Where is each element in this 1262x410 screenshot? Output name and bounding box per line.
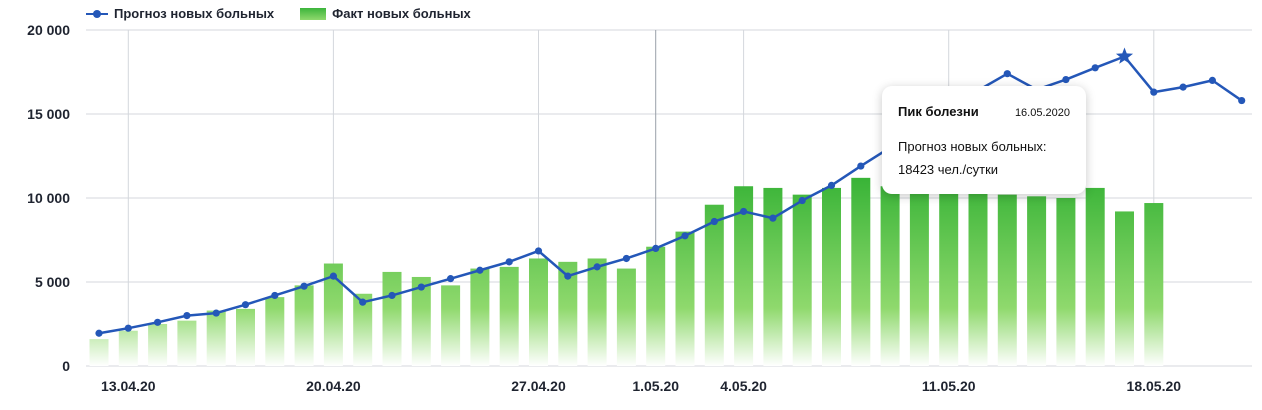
fact-bar	[616, 268, 636, 366]
fact-bar	[704, 204, 724, 366]
fact-bar	[997, 194, 1017, 366]
y-tick-label: 10 000	[27, 190, 70, 206]
forecast-point	[564, 272, 572, 280]
forecast-point	[95, 329, 103, 337]
fact-bar	[148, 324, 168, 366]
forecast-point	[300, 282, 308, 290]
fact-bar	[675, 231, 695, 366]
forecast-point	[447, 275, 455, 283]
forecast-point	[476, 266, 484, 274]
forecast-point	[505, 258, 513, 266]
fact-bar	[968, 192, 988, 366]
forecast-point	[329, 272, 337, 280]
fact-bar	[851, 177, 871, 366]
x-tick-label: 27.04.20	[511, 378, 566, 394]
tooltip-date: 16.05.2020	[1014, 107, 1070, 119]
forecast-point	[740, 207, 748, 216]
y-tick-label: 5 000	[35, 274, 70, 290]
y-tick-label: 15 000	[27, 106, 70, 122]
forecast-line	[98, 55, 1243, 335]
y-tick-label: 20 000	[27, 22, 70, 38]
forecast-point	[1238, 96, 1246, 105]
x-tick-label: 11.05.20	[922, 378, 976, 394]
fact-bar	[1144, 203, 1164, 366]
fact-bar	[382, 271, 402, 366]
peak-star-marker	[1115, 47, 1134, 64]
forecast-point	[271, 291, 279, 300]
forecast-point	[1150, 88, 1158, 96]
fact-bar	[353, 293, 373, 366]
forecast-point	[798, 196, 806, 205]
forecast-point	[1062, 75, 1070, 84]
fact-bar	[939, 191, 959, 366]
x-tick-label: 13.04.20	[101, 378, 156, 394]
forecast-point	[388, 291, 396, 300]
legend-fact-label: Факт новых больных	[332, 6, 471, 21]
legend-item-fact[interactable]: Факт новых больных	[300, 6, 471, 21]
legend-item-forecast[interactable]: Прогноз новых больных	[86, 6, 274, 21]
x-tick-label: 20.04.20	[306, 378, 361, 394]
forecast-line-swatch	[86, 9, 108, 18]
forecast-point	[1179, 83, 1187, 91]
fact-bar	[1056, 198, 1076, 366]
fact-bar	[880, 186, 900, 366]
fact-bar	[1115, 211, 1134, 366]
peak-tooltip: Пик болезни 16.05.2020 Прогноз новых бол…	[882, 86, 1086, 194]
fact-bar	[558, 261, 578, 366]
tooltip-label: Прогноз новых больных:	[898, 139, 1047, 154]
fact-bar	[499, 266, 519, 366]
forecast-point	[827, 181, 836, 189]
forecast-point	[857, 162, 865, 170]
fact-bar	[763, 187, 783, 366]
forecast-point	[359, 298, 367, 306]
forecast-point	[652, 244, 660, 252]
fact-bar	[587, 258, 607, 366]
fact-bar	[294, 285, 314, 366]
forecast-point	[534, 247, 543, 255]
forecast-point	[593, 263, 601, 271]
fact-bar	[118, 330, 138, 366]
x-tick-label: 1.05.20	[632, 378, 679, 394]
fact-bar	[734, 186, 754, 366]
fact-bar	[470, 268, 490, 366]
fact-bar	[411, 276, 431, 366]
forecast-point	[1208, 76, 1216, 84]
y-tick-label: 0	[62, 358, 70, 374]
forecast-point	[710, 217, 718, 226]
fact-bar	[89, 339, 109, 366]
tooltip-title: Пик болезни	[898, 104, 979, 119]
forecast-point	[622, 254, 631, 263]
fact-bar-swatch	[300, 7, 327, 20]
fact-bar	[529, 258, 548, 366]
forecast-point	[1003, 70, 1011, 78]
fact-bar	[265, 297, 285, 366]
fact-bar	[1027, 196, 1047, 366]
fact-bar	[909, 189, 929, 366]
legend: Прогноз новых больных Факт новых больных	[86, 6, 471, 21]
fact-bar	[206, 310, 226, 366]
legend-forecast-label: Прогноз новых больных	[114, 6, 275, 21]
forecast-point	[241, 301, 250, 309]
x-tick-label: 18.05.20	[1127, 378, 1182, 394]
fact-bar	[1085, 187, 1105, 366]
fact-bar	[323, 263, 343, 366]
fact-bar	[236, 308, 255, 366]
tooltip-value: 18423 чел./сутки	[898, 162, 999, 177]
fact-bar	[646, 246, 666, 366]
forecast-point	[154, 318, 162, 326]
forecast-point	[183, 312, 191, 320]
fact-bar	[441, 285, 461, 366]
forecast-point	[1091, 64, 1099, 72]
x-tick-label: 4.05.20	[720, 378, 767, 394]
forecast-point	[769, 214, 777, 222]
forecast-point	[124, 324, 132, 332]
forecast-point	[681, 232, 689, 240]
forecast-point	[417, 283, 425, 291]
fact-bar	[177, 320, 197, 366]
fact-bar	[792, 194, 812, 366]
fact-bar	[822, 187, 841, 366]
forecast-point	[212, 309, 220, 317]
